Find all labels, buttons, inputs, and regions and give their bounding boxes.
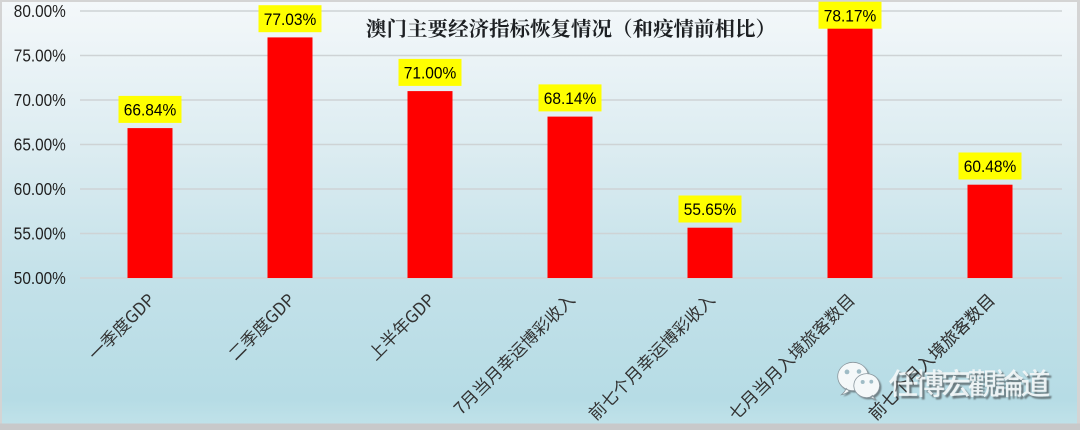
svg-text:68.14%: 68.14%	[544, 89, 597, 108]
svg-text:55.00%: 55.00%	[14, 223, 66, 243]
svg-text:66.84%: 66.84%	[124, 101, 177, 120]
svg-text:80.00%: 80.00%	[14, 1, 66, 21]
svg-text:60.48%: 60.48%	[964, 157, 1017, 176]
svg-text:75.00%: 75.00%	[14, 45, 66, 65]
svg-text:77.03%: 77.03%	[264, 10, 317, 29]
svg-text:78.17%: 78.17%	[824, 6, 877, 25]
svg-text:60.00%: 60.00%	[14, 179, 66, 199]
svg-text:50.00%: 50.00%	[14, 268, 66, 288]
svg-text:65.00%: 65.00%	[14, 134, 66, 154]
svg-text:55.65%: 55.65%	[684, 200, 737, 219]
svg-text:70.00%: 70.00%	[14, 90, 66, 110]
svg-text:71.00%: 71.00%	[404, 64, 457, 83]
